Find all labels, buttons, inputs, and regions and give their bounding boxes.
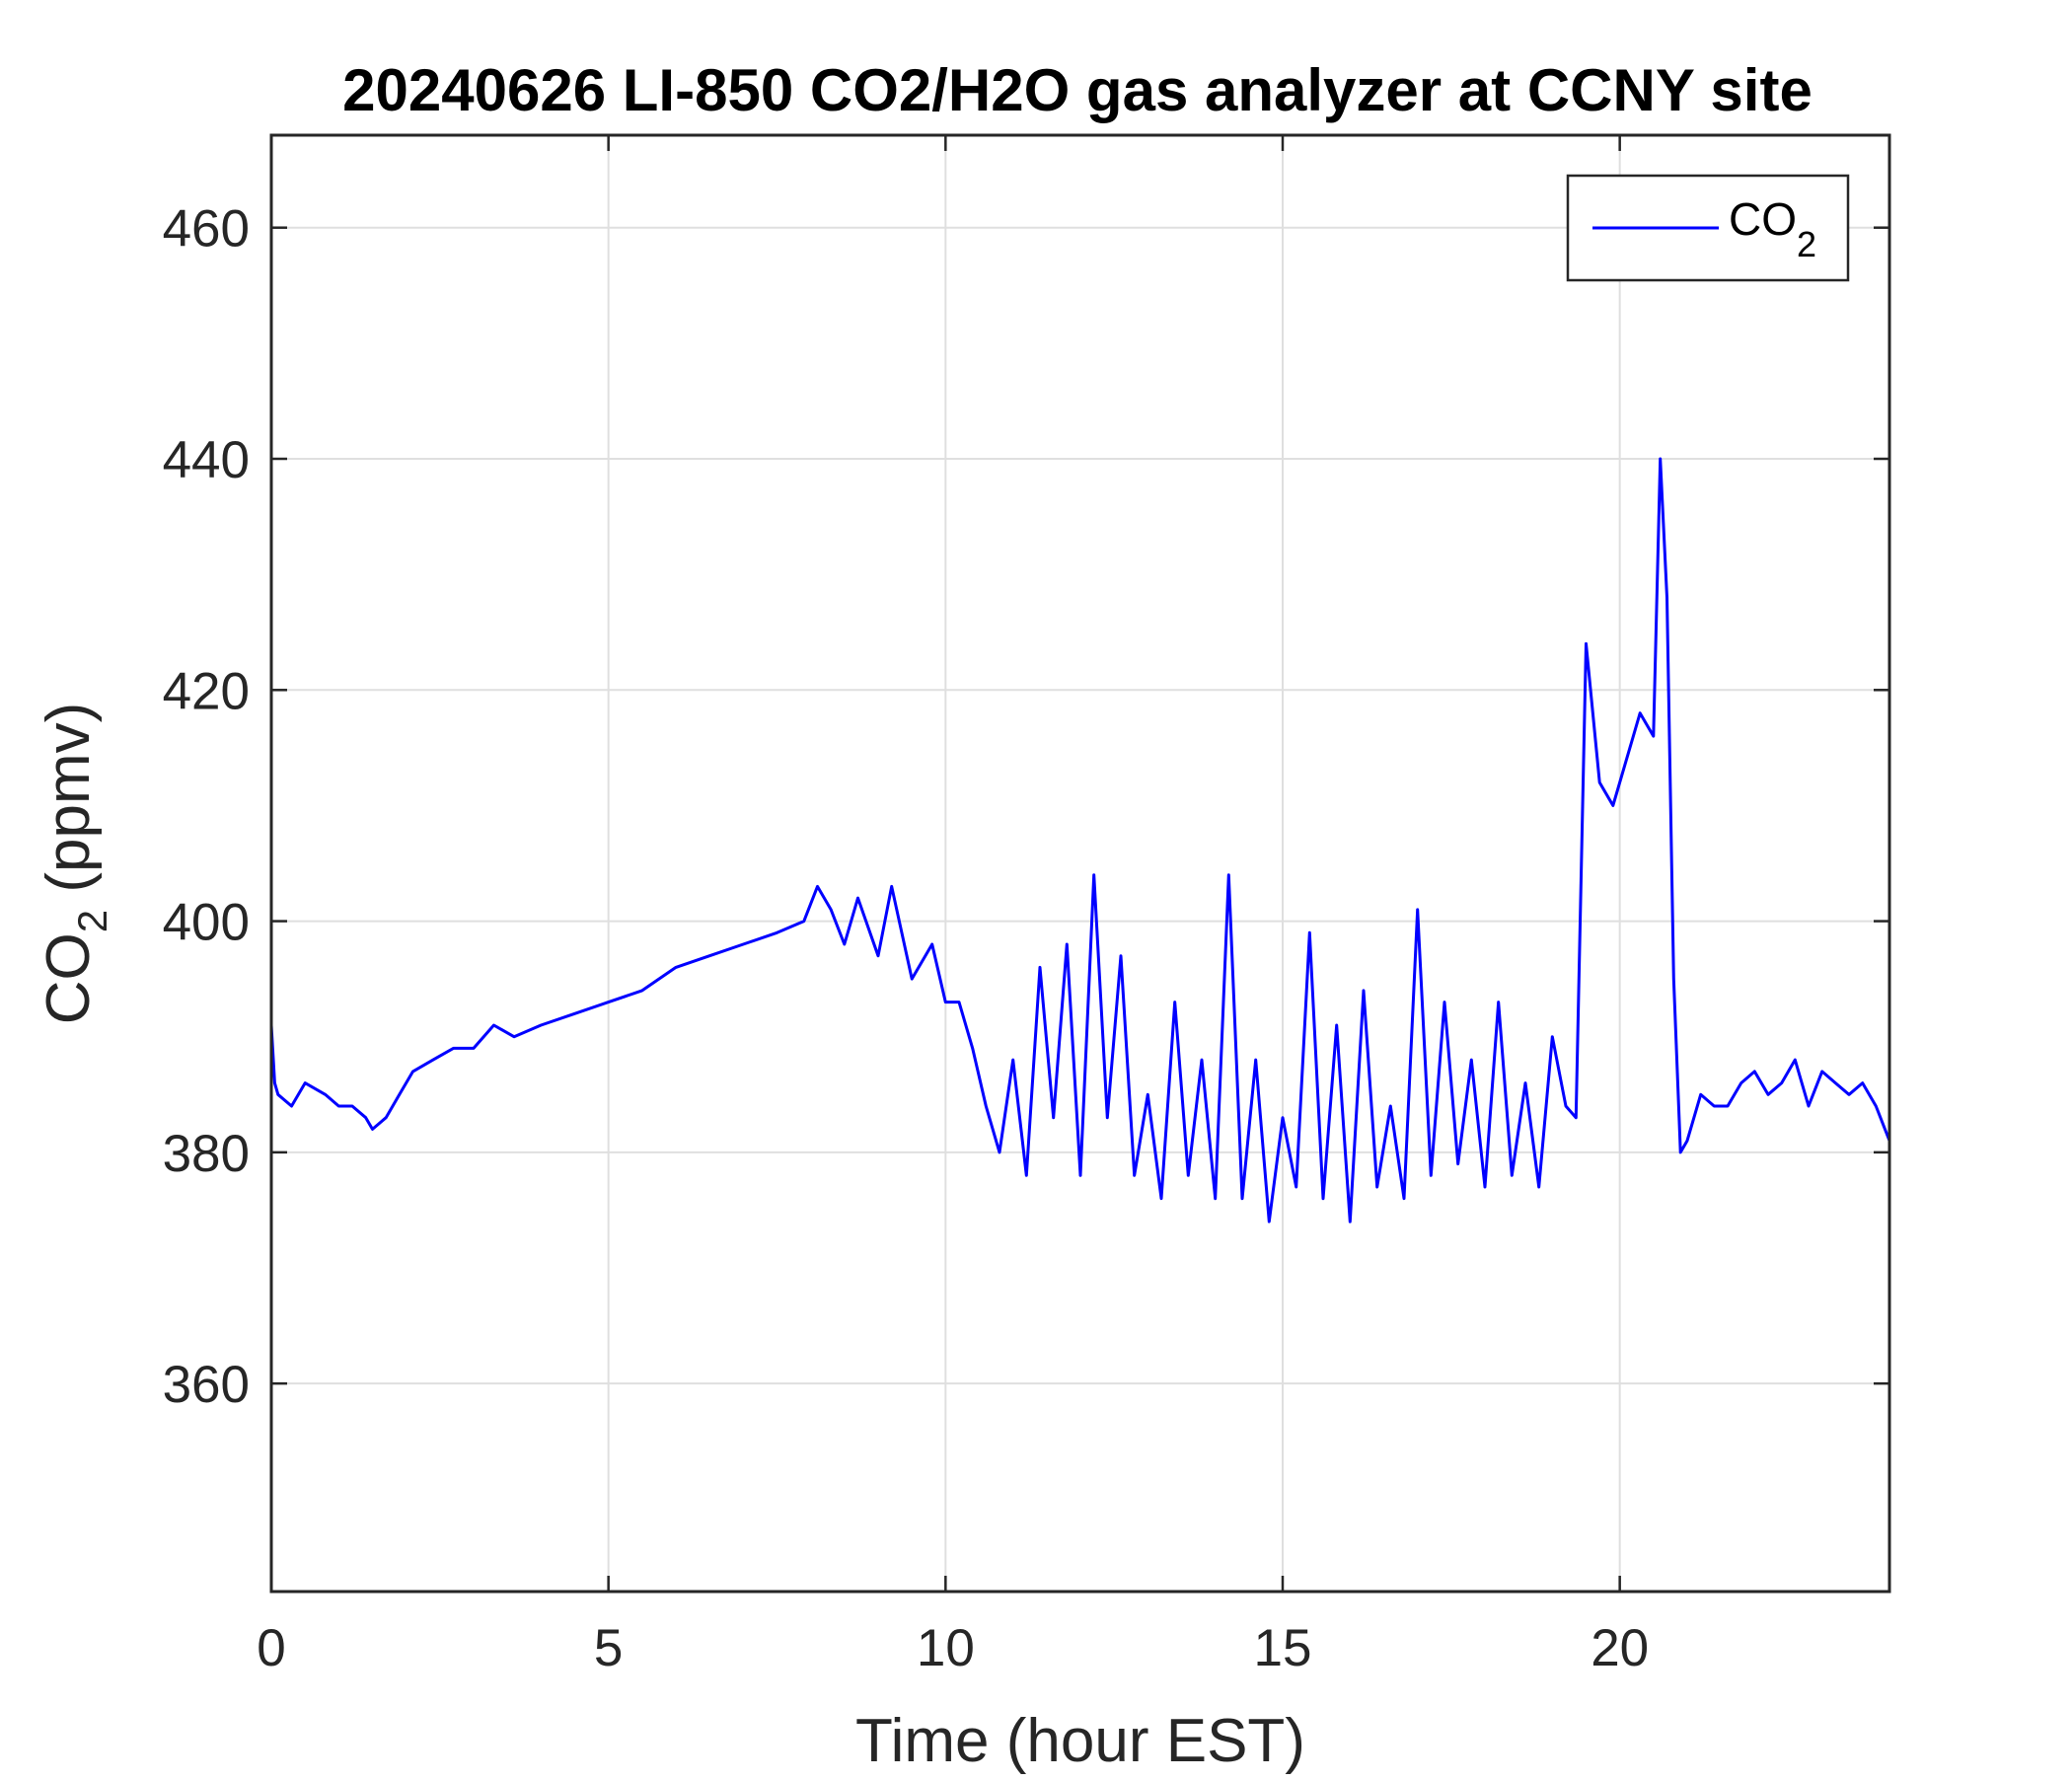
legend-label-subscript: 2 [1797,224,1816,264]
legend-label-main: CO [1729,193,1797,245]
y-tick-label: 420 [163,662,250,720]
legend-label: CO2 [1729,193,1816,264]
plot-area [271,135,1889,1592]
x-tick-label: 0 [257,1619,285,1677]
series-line-co2 [269,457,1891,1224]
y-tick-label: 360 [163,1356,250,1414]
x-tick-label: 10 [917,1619,975,1677]
y-tick-label: 400 [163,894,250,952]
y-tick-label: 380 [163,1125,250,1183]
y-axis-label-subscript: 2 [69,910,115,932]
y-tick-label: 440 [163,431,250,489]
legend: CO2 [1566,174,1850,282]
x-tick-label: 5 [594,1619,623,1677]
ticks [269,135,1889,1592]
series-layer [269,457,1891,1224]
chart-title: 20240626 LI-850 CO2/H2O gas analyzer at … [342,57,1813,123]
y-tick-label: 460 [163,200,250,259]
y-axis-label: CO2 (ppmv) [35,703,115,1025]
x-axis-label: Time (hour EST) [855,1707,1305,1775]
x-tick-label: 15 [1254,1619,1312,1677]
y-axis-label-unit: (ppmv) [35,703,103,910]
x-tick-label: 20 [1591,1619,1649,1677]
axes-box [269,133,1891,1594]
tick-labels: 0 5 10 15 20 360 380 400 420 440 460 [163,200,1650,1677]
y-axis-label-main: CO [35,932,103,1024]
